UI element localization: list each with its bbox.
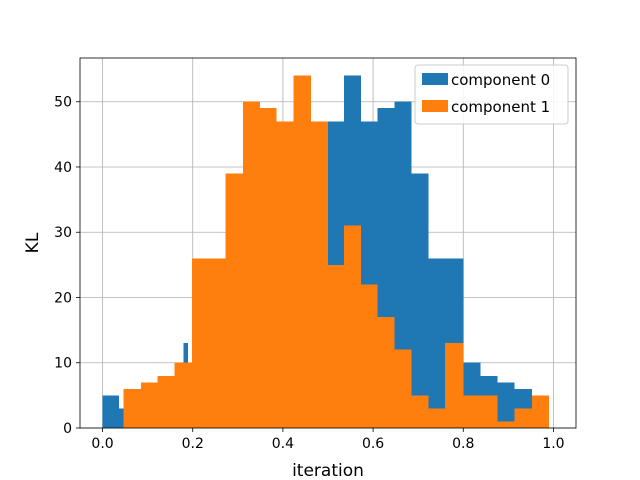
- x-tick-label: 0.0: [91, 436, 113, 452]
- y-tick-label: 40: [54, 160, 72, 176]
- bar-component-1: [259, 108, 277, 428]
- bar-component-1: [174, 362, 192, 428]
- bar-component-0: [119, 408, 124, 428]
- legend-label-component-0: component 0: [451, 71, 550, 89]
- bar-component-1: [394, 349, 412, 428]
- bar-component-1: [360, 284, 378, 428]
- legend-box: [414, 64, 569, 125]
- y-tick-label: 30: [54, 225, 72, 241]
- bar-component-1: [514, 408, 532, 428]
- bar-component-1: [225, 173, 243, 428]
- x-tick-label: 0.2: [182, 436, 204, 452]
- x-tick-label: 0.4: [272, 436, 294, 452]
- y-tick-label: 10: [54, 356, 72, 372]
- y-tick-label: 0: [63, 421, 72, 437]
- legend: component 0 component 1: [414, 64, 569, 125]
- bar-component-1: [123, 388, 141, 428]
- bar-component-1: [428, 408, 446, 428]
- bar-component-1: [293, 75, 311, 428]
- bar-component-1: [343, 225, 361, 428]
- bar-component-1: [191, 258, 226, 428]
- x-tick-label: 0.6: [362, 436, 384, 452]
- bar-component-1: [310, 121, 328, 428]
- histogram-bars: [102, 75, 549, 428]
- y-axis-label: KL: [23, 232, 43, 253]
- bar-component-1: [445, 343, 464, 428]
- bar-component-0: [102, 395, 120, 428]
- y-tick-label: 50: [54, 95, 72, 111]
- bar-component-0: [411, 173, 429, 428]
- x-tick-label: 0.8: [452, 436, 474, 452]
- bar-component-1: [531, 395, 549, 428]
- bar-component-1: [328, 264, 344, 428]
- legend-swatch-component-0: [422, 73, 448, 85]
- legend-swatch-component-1: [422, 100, 448, 112]
- y-tick-label: 20: [54, 290, 72, 306]
- bar-component-1: [377, 317, 395, 428]
- bar-component-1: [242, 101, 260, 428]
- plot-frame: [79, 57, 577, 429]
- bar-component-1: [276, 121, 294, 428]
- bar-component-1: [157, 375, 175, 428]
- bar-component-1: [463, 395, 498, 428]
- bar-component-1: [140, 382, 158, 428]
- x-axis-label: iteration: [292, 461, 364, 480]
- bar-component-1: [411, 395, 429, 428]
- bar-component-0: [394, 101, 412, 428]
- axis-ticks: 0.0 0.2 0.4 0.6 0.8 1.0 0 10 20 30 40 50: [54, 95, 564, 452]
- x-tick-label: 1.0: [542, 436, 564, 452]
- bar-component-1: [497, 421, 515, 428]
- legend-label-component-1: component 1: [451, 98, 550, 116]
- bar-component-0: [497, 382, 515, 428]
